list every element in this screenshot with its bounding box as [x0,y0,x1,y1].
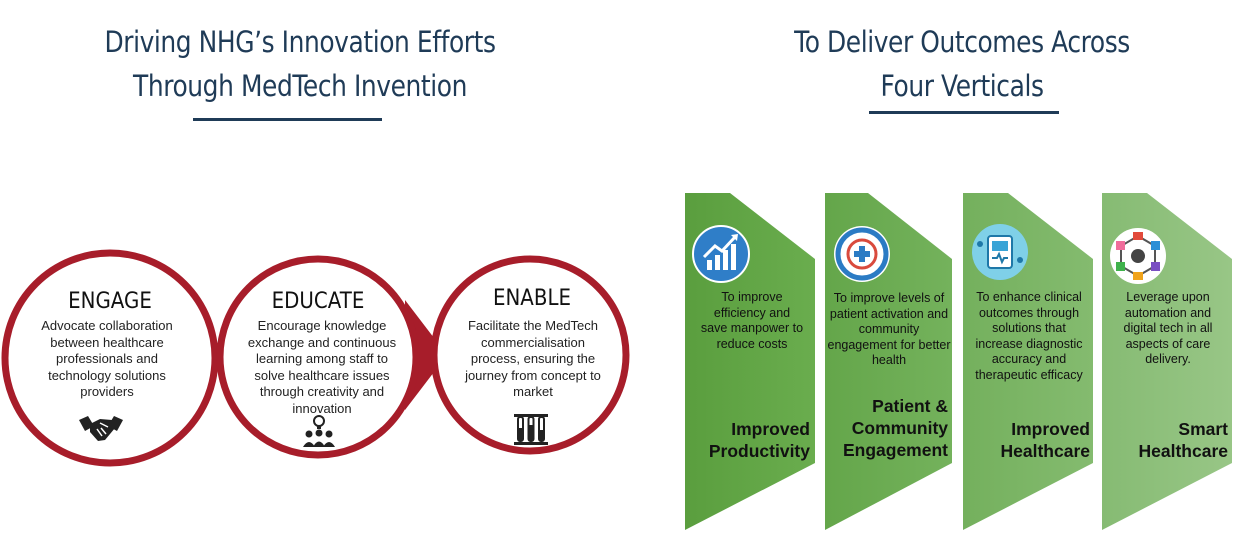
educate-title: EDUCATE [271,289,365,314]
medical-tech-icon [972,224,1028,280]
pillars-graphic [1,249,630,467]
productivity-title: Improved Productivity [708,419,810,461]
healthcare-description: To enhance clinical outcomes through sol… [975,290,1083,382]
left-heading-line-1: Driving NHG’s Innovation Efforts [104,25,496,59]
educate-circle [216,255,420,459]
left-heading-line-2: Through MedTech Invention [133,69,467,103]
left-heading-underline [193,118,382,121]
right-heading-line-1: To Deliver Outcomes Across [794,25,1130,59]
smart-description: Leverage upon automation and digital tec… [1123,290,1213,366]
enable-circle [430,255,630,455]
healthcare-title: Improved Healthcare [1000,419,1091,461]
left-heading: Driving NHG’s Innovation Efforts Through… [94,20,507,108]
engagement-title: Patient & Community Engagement [842,396,948,460]
right-heading-line-2: Four Verticals [880,69,1044,103]
smart-title: Smart Healthcare [1138,419,1229,461]
health-badge-icon [834,226,890,282]
engagement-description: To improve levels of patient activation … [827,291,951,367]
educate-description: Encourage knowledge exchange and continu… [247,318,397,416]
smart-hexagon-icon [1110,228,1166,284]
right-heading: To Deliver Outcomes Across Four Vertical… [756,20,1169,108]
enable-description: Facilitate the MedTech commercialisation… [465,318,601,399]
right-heading-underline [869,111,1059,114]
growth-chart-icon [692,225,750,283]
team-idea-icon [303,415,335,447]
engage-circle [1,249,219,467]
productivity-description: To improve efficiency and save manpower … [700,290,804,351]
handshake-icon [79,416,123,441]
engage-title: ENGAGE [68,289,152,314]
test-tubes-icon [514,414,548,445]
engage-description: Advocate collaboration between healthcar… [41,318,173,399]
enable-title: ENABLE [492,286,571,311]
